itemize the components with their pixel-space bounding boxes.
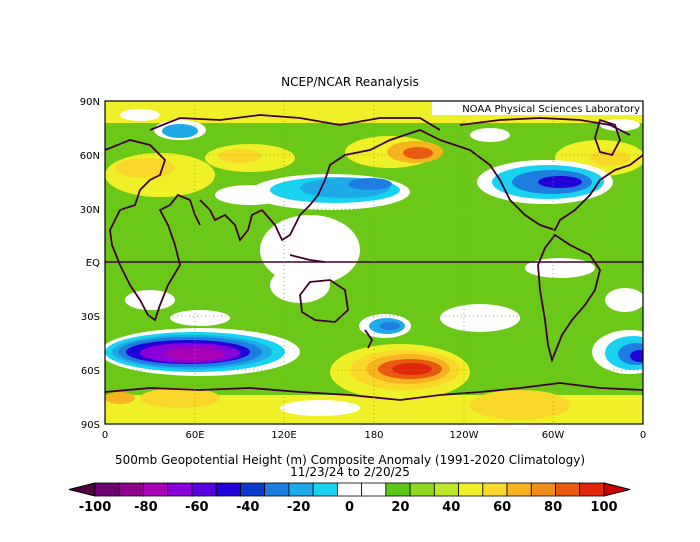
lon-label: 0 [640,430,646,441]
lat-label: 30N [80,205,100,216]
colorbar-tick-label: -80 [134,500,158,515]
gridlines [105,101,643,424]
colorbar-swatch [555,482,581,497]
colorbar-swatch [361,482,387,497]
lon-label: 120E [271,430,296,441]
colorbar-tick-label: 0 [345,500,354,515]
colorbar-swatch [506,482,532,497]
colorbar-tick-label: 80 [544,500,562,515]
colorbar-left-arrow [68,482,96,497]
colorbar-swatch [264,482,290,497]
colorbar-tick-label: -100 [79,500,112,515]
anomaly-field [105,101,643,424]
lat-label: EQ [86,258,100,269]
lat-label: 60S [81,366,100,377]
colorbar-swatch [94,482,120,497]
colorbar-swatch [167,482,193,497]
colorbar-swatch [433,482,459,497]
colorbar-tick-label: 20 [391,500,409,515]
colorbar-swatch [530,482,556,497]
colorbar-tick-label: -20 [287,500,311,515]
colorbar-swatch [312,482,338,497]
colorbar-tick-label: 100 [590,500,617,515]
lon-label: 60W [542,430,565,441]
colorbar-swatch [458,482,484,497]
map-title: NCEP/NCAR Reanalysis [281,75,419,89]
lat-label: 90S [81,420,100,431]
colorbar-swatch [143,482,169,497]
colorbar-swatch [482,482,508,497]
lat-label: 30S [81,312,100,323]
longitude-axis: 0 60E 120E 180 120W 60W 0 [102,430,646,441]
date-range: 11/23/24 to 2/20/25 [290,465,410,479]
latitude-axis: 90N 60N 30N EQ 30S 60S 90S [80,97,100,431]
colorbar [68,482,631,497]
coastlines [105,114,643,401]
map-frame [104,100,644,425]
colorbar-tick-label: -60 [185,500,209,515]
colorbar-swatch [191,482,217,497]
lon-label: 120W [450,430,479,441]
credit-box [432,101,643,115]
colorbar-swatch [336,482,363,497]
colorbar-right-arrow [603,482,631,497]
lon-label: 180 [364,430,383,441]
colorbar-swatch [118,482,144,497]
colorbar-tick-label: -40 [236,500,260,515]
colorbar-tick-label: 40 [442,500,460,515]
colorbar-swatch [579,482,605,497]
colorbar-swatch [215,482,241,497]
colorbar-labels: -100 -80 -60 -40 -20 0 20 40 60 80 100 [79,500,618,515]
lon-label: 0 [102,430,108,441]
lat-label: 90N [80,97,100,108]
variable-title: 500mb Geopotential Height (m) Composite … [114,453,585,467]
colorbar-tick-label: 60 [493,500,511,515]
colorbar-swatch [240,482,266,497]
colorbar-swatch [409,482,435,497]
lat-label: 60N [80,151,100,162]
credit-text: NOAA Physical Sciences Laboratory [462,104,640,115]
colorbar-swatch [385,482,411,497]
lon-label: 60E [185,430,204,441]
colorbar-swatch [288,482,314,497]
